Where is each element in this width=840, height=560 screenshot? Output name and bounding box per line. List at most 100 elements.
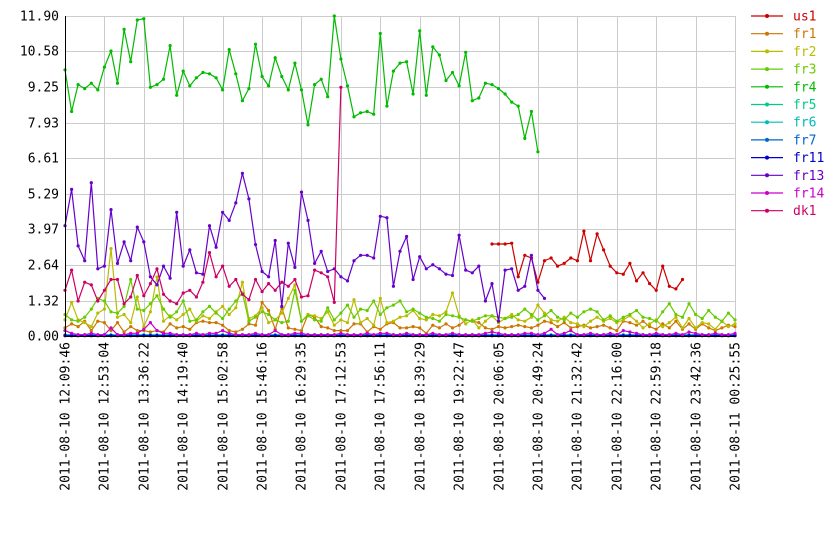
data-point-fr4 <box>122 27 126 31</box>
legend-label: us1 <box>793 10 816 25</box>
series-line-us1 <box>492 230 683 291</box>
data-point-fr13 <box>470 271 474 275</box>
data-point-fr13 <box>161 264 166 268</box>
data-point-fr3 <box>273 318 277 322</box>
data-point-fr4 <box>240 99 244 103</box>
data-point-fr14 <box>529 331 534 335</box>
data-point-fr2 <box>135 295 139 299</box>
legend-label: fr1 <box>793 27 816 42</box>
data-point-fr2 <box>280 311 284 315</box>
data-point-fr4 <box>477 96 481 100</box>
data-point-fr14 <box>496 331 501 335</box>
data-point-fr14 <box>687 330 691 334</box>
y-tick-label: 3.97 <box>28 223 59 238</box>
data-point-fr14 <box>188 333 192 337</box>
data-point-fr2 <box>201 314 205 318</box>
data-point-fr4 <box>273 56 277 60</box>
data-point-fr3 <box>726 311 731 315</box>
legend-label: fr7 <box>793 133 816 148</box>
data-point-fr1 <box>175 326 179 330</box>
data-point-fr3 <box>175 310 179 314</box>
data-point-fr3 <box>326 306 330 310</box>
data-point-fr1 <box>496 325 501 329</box>
data-point-dk1 <box>319 271 323 275</box>
data-point-fr4 <box>181 69 185 73</box>
data-point-fr3 <box>536 318 540 322</box>
data-point-fr1 <box>168 322 172 326</box>
data-point-fr3 <box>227 307 231 311</box>
series-fr4 <box>63 14 540 154</box>
data-point-fr14 <box>450 331 455 335</box>
data-point-dk1 <box>240 292 244 296</box>
data-point-fr14 <box>405 331 409 335</box>
data-point-fr14 <box>247 333 251 337</box>
y-tick-label: 1.32 <box>28 295 59 310</box>
data-point-fr3 <box>667 302 671 306</box>
x-tick-label: 2011-08-10 17:12:53 <box>335 342 350 491</box>
data-point-fr4 <box>155 83 159 87</box>
data-point-fr14 <box>588 331 593 335</box>
data-point-fr14 <box>299 331 304 335</box>
data-point-fr3 <box>615 319 619 323</box>
data-point-fr3 <box>654 319 658 323</box>
data-point-fr3 <box>680 315 685 319</box>
data-point-fr14 <box>115 333 120 337</box>
data-point-fr14 <box>503 333 507 337</box>
y-tick-label: 7.93 <box>28 117 59 132</box>
data-point-fr3 <box>648 316 652 321</box>
data-point-fr13 <box>510 267 514 271</box>
data-point-fr4 <box>516 104 520 108</box>
data-point-fr4 <box>359 111 363 115</box>
data-point-fr14 <box>148 321 152 325</box>
data-point-fr2 <box>536 303 540 307</box>
data-point-fr13 <box>221 210 225 214</box>
data-point-dk1 <box>247 298 251 302</box>
data-point-fr4 <box>221 88 225 92</box>
data-point-fr1 <box>523 325 527 329</box>
data-point-fr1 <box>707 326 711 330</box>
data-point-fr3 <box>365 308 369 313</box>
data-point-fr4 <box>260 74 264 79</box>
data-point-fr1 <box>483 326 487 330</box>
data-point-fr14 <box>306 333 310 337</box>
data-point-fr2 <box>175 318 179 322</box>
data-point-fr4 <box>457 84 461 88</box>
data-point-fr3 <box>575 315 580 319</box>
data-point-dk1 <box>122 302 126 306</box>
data-point-fr14 <box>260 333 264 337</box>
data-point-fr3 <box>115 311 120 315</box>
series-us1 <box>490 229 685 292</box>
data-point-dk1 <box>201 280 205 284</box>
data-point-fr2 <box>345 321 350 325</box>
data-point-fr13 <box>135 225 139 229</box>
data-point-fr14 <box>319 333 323 337</box>
data-point-fr3 <box>720 319 724 323</box>
data-point-fr14 <box>385 331 389 335</box>
data-point-dk1 <box>194 295 198 299</box>
data-point-dk1 <box>227 284 231 288</box>
data-point-fr14 <box>694 331 698 335</box>
data-point-fr14 <box>569 329 573 333</box>
data-point-fr3 <box>339 311 343 315</box>
legend-swatch-marker <box>765 155 769 160</box>
data-point-fr14 <box>122 333 126 337</box>
data-point-fr14 <box>207 331 212 335</box>
data-point-fr3 <box>483 314 487 318</box>
data-point-fr14 <box>464 333 468 337</box>
data-point-fr13 <box>542 296 547 300</box>
data-point-fr4 <box>201 70 205 75</box>
data-point-fr4 <box>431 45 435 49</box>
data-point-fr2 <box>115 315 120 319</box>
y-tick-label: 0.00 <box>28 330 59 345</box>
data-point-fr3 <box>450 314 455 318</box>
data-point-fr1 <box>398 326 402 330</box>
data-point-us1 <box>510 241 514 245</box>
data-point-us1 <box>648 282 652 286</box>
data-point-fr13 <box>405 234 409 239</box>
data-point-fr2 <box>444 310 448 314</box>
data-point-fr3 <box>378 312 382 317</box>
data-point-fr3 <box>372 299 376 303</box>
data-point-fr14 <box>595 333 599 337</box>
legend-item-fr4: fr4 <box>751 80 817 95</box>
data-point-fr4 <box>424 93 428 97</box>
